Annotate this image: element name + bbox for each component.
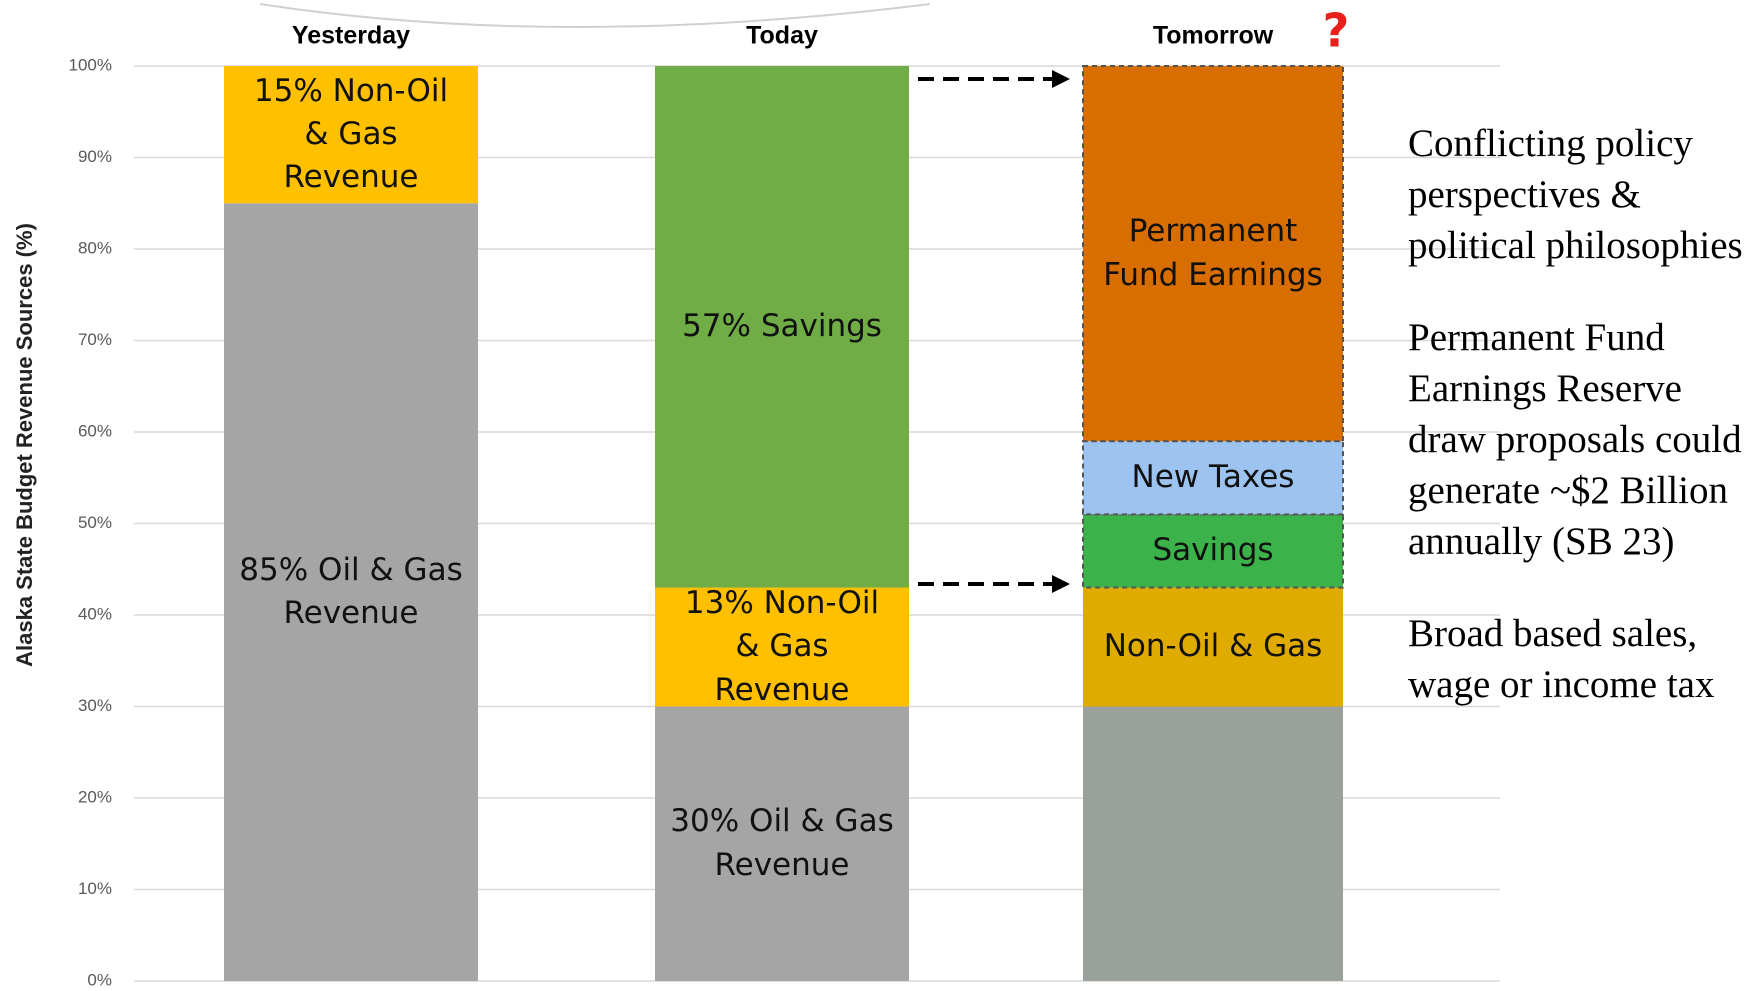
y-tick-label: 10% [78,879,112,898]
y-tick-label: 60% [78,421,112,440]
segment-label: 13% Non-Oil & Gas Revenue [684,584,880,708]
note: Conflicting policy perspectives & politi… [1408,122,1743,267]
category-label: Tomorrow [1153,22,1274,50]
annotation: ? [1323,4,1350,58]
decor-arc [259,3,931,28]
category-label: Yesterday [292,22,410,50]
note: Permanent Fund Earnings Reserve draw pro… [1408,316,1742,563]
bar-segment [1082,440,1344,516]
segment-label: 15% Non-Oil & Gas Revenue [253,72,449,196]
arrow-head [1052,575,1070,593]
y-axis-label: Alaska State Budget Revenue Sources (%) [12,223,37,667]
segment-label: New Taxes [1131,459,1295,496]
bar-segment [224,66,478,204]
y-tick-label: 50% [78,513,112,532]
bar-segment [655,587,909,707]
bar-segment [655,706,909,981]
arrow-head [1052,70,1070,88]
arrows [918,70,1070,593]
bar-segment [1083,706,1343,981]
y-tick-label: 100% [69,55,112,74]
segment-label: 30% Oil & Gas Revenue [670,803,894,883]
segment-label: Permanent Fund Earnings [1103,213,1323,293]
segment-label: Non-Oil & Gas [1103,628,1323,665]
category-label: Today [746,22,818,50]
y-tick-label: 90% [78,147,112,166]
note: Broad based sales, wage or income tax [1408,612,1715,706]
bar-segment [1082,65,1344,443]
bar-segment [655,66,909,588]
bar-segment [1083,587,1343,707]
segment-label: 85% Oil & Gas Revenue [239,551,463,632]
y-tick-label: 80% [78,238,112,257]
y-tick-label: 40% [78,604,112,623]
y-tick-label: 0% [87,970,112,989]
segment-label: 57% Savings [682,308,882,345]
segment-label: Savings [1152,532,1274,569]
bar-segment [224,203,478,981]
y-tick-label: 30% [78,696,112,715]
notes: Conflicting policy perspectives & politi… [1408,118,1746,751]
y-tick-label: 70% [78,330,112,349]
y-tick-label: 20% [78,787,112,806]
